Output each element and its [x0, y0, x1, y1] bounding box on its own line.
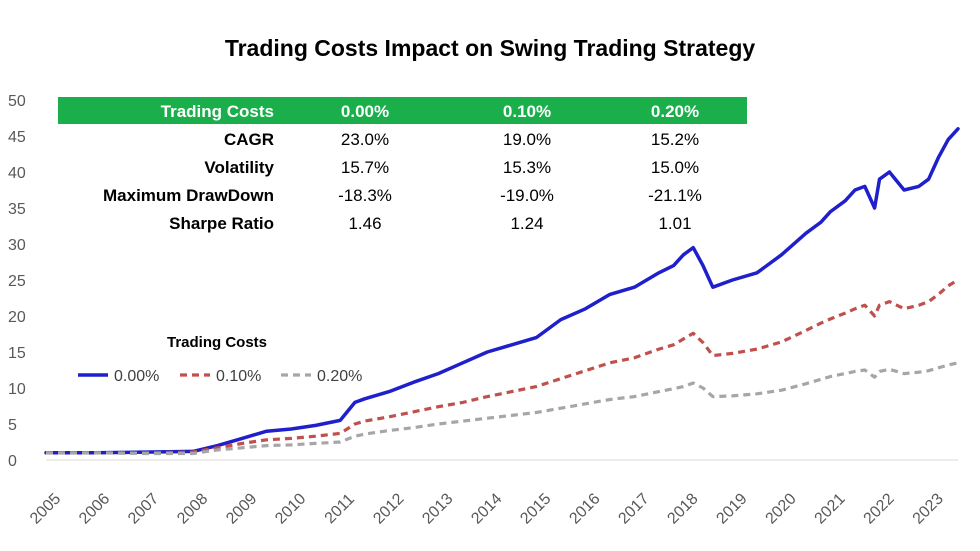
legend-label-1: 0.00% — [114, 368, 159, 385]
series-line-3 — [46, 361, 959, 456]
table-cell: 15.2% — [651, 130, 699, 149]
chart-title: Trading Costs Impact on Swing Trading St… — [225, 35, 756, 61]
table-cell: 15.3% — [503, 158, 551, 177]
stats-table: Trading Costs 0.00% 0.10% 0.20% CAGR 23.0% 19.… — [58, 97, 747, 233]
table-cell: 15.0% — [651, 158, 699, 177]
y-tick-label: 20 — [8, 309, 26, 326]
y-tick-label: 40 — [8, 165, 26, 182]
y-tick-label: 25 — [8, 273, 26, 290]
table-row-label: Volatility — [204, 158, 274, 177]
table-cell: 19.0% — [503, 130, 551, 149]
table-header-bg — [58, 97, 747, 124]
table-header-cell: 0.20% — [651, 102, 699, 121]
y-tick-label: 15 — [8, 345, 26, 362]
legend-title: Trading Costs — [167, 334, 267, 351]
table-row-label: Maximum DrawDown — [103, 186, 274, 205]
series-line-2 — [46, 278, 959, 455]
table-cell: 23.0% — [341, 130, 389, 149]
table-cell: 1.24 — [510, 214, 543, 233]
table-row-label: CAGR — [224, 130, 274, 149]
table-cell: 1.01 — [658, 214, 691, 233]
y-tick-label: 45 — [8, 129, 26, 146]
y-tick-label: 35 — [8, 201, 26, 218]
legend-label-3: 0.20% — [317, 368, 362, 385]
y-tick-label: 5 — [8, 417, 17, 434]
table-header-cell: 0.10% — [503, 102, 551, 121]
table-cell: -19.0% — [500, 186, 554, 205]
table-cell: 1.46 — [348, 214, 381, 233]
table-row-label: Sharpe Ratio — [169, 214, 274, 233]
legend-label-2: 0.10% — [216, 368, 261, 385]
table-cell: -21.1% — [648, 186, 702, 205]
table-cell: -18.3% — [338, 186, 392, 205]
table-header-cell: 0.00% — [341, 102, 389, 121]
y-tick-label: 50 — [8, 93, 26, 110]
table-header-label: Trading Costs — [161, 102, 274, 121]
table-cell: 15.7% — [341, 158, 389, 177]
series-line-1 — [44, 127, 960, 455]
y-tick-label: 10 — [8, 381, 26, 398]
series-layer — [44, 127, 960, 456]
y-axis: 0 5 10 15 20 25 30 35 40 45 50 — [8, 93, 26, 470]
y-tick-label: 30 — [8, 237, 26, 254]
y-tick-label: 0 — [8, 453, 17, 470]
legend: Trading Costs 0.00% 0.10% 0.20% — [78, 334, 362, 385]
